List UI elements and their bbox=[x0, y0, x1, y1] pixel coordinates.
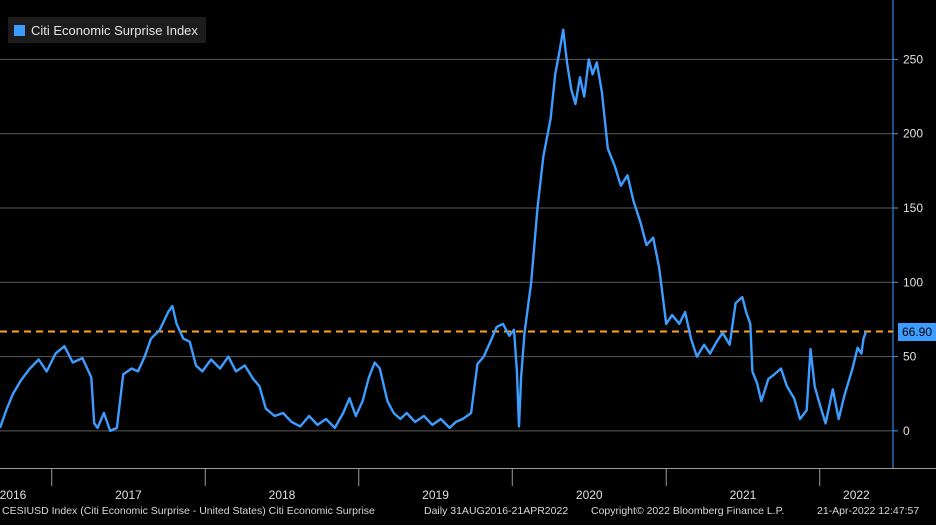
x-tick-label-2018: 2018 bbox=[269, 488, 296, 502]
chart-footer: CESIUSD Index (Citi Economic Surprise - … bbox=[0, 503, 936, 520]
y-tick-label-250: 250 bbox=[903, 52, 923, 66]
x-tick-label-2017: 2017 bbox=[115, 488, 142, 502]
y-tick-label-50: 50 bbox=[903, 350, 917, 364]
chart-legend: Citi Economic Surprise Index bbox=[8, 17, 206, 43]
legend-label: Citi Economic Surprise Index bbox=[31, 22, 198, 38]
y-tick-label-0: 0 bbox=[903, 424, 910, 438]
y-tick-label-150: 150 bbox=[903, 201, 923, 215]
last-value-badge: 66.90 bbox=[898, 323, 936, 341]
legend-swatch bbox=[14, 24, 25, 36]
footer-timestamp: 21-Apr-2022 12:47:57 bbox=[817, 505, 920, 517]
y-tick-label-100: 100 bbox=[903, 275, 923, 289]
footer-copyright: Copyright© 2022 Bloomberg Finance L.P. bbox=[591, 505, 785, 517]
footer-period: Daily 31AUG2016-21APR2022 bbox=[424, 505, 569, 517]
x-tick-label-2016: 2016 bbox=[0, 488, 27, 502]
x-tick-label-2021: 2021 bbox=[730, 488, 757, 502]
y-tick-label-200: 200 bbox=[903, 127, 923, 141]
x-tick-label-2019: 2019 bbox=[422, 488, 449, 502]
x-tick-label-2022: 2022 bbox=[843, 488, 870, 502]
footer-ticker: CESIUSD Index (Citi Economic Surprise - … bbox=[2, 505, 375, 517]
x-tick-label-2020: 2020 bbox=[576, 488, 603, 502]
series-line-citi-economic-surprise-index bbox=[0, 28, 868, 433]
